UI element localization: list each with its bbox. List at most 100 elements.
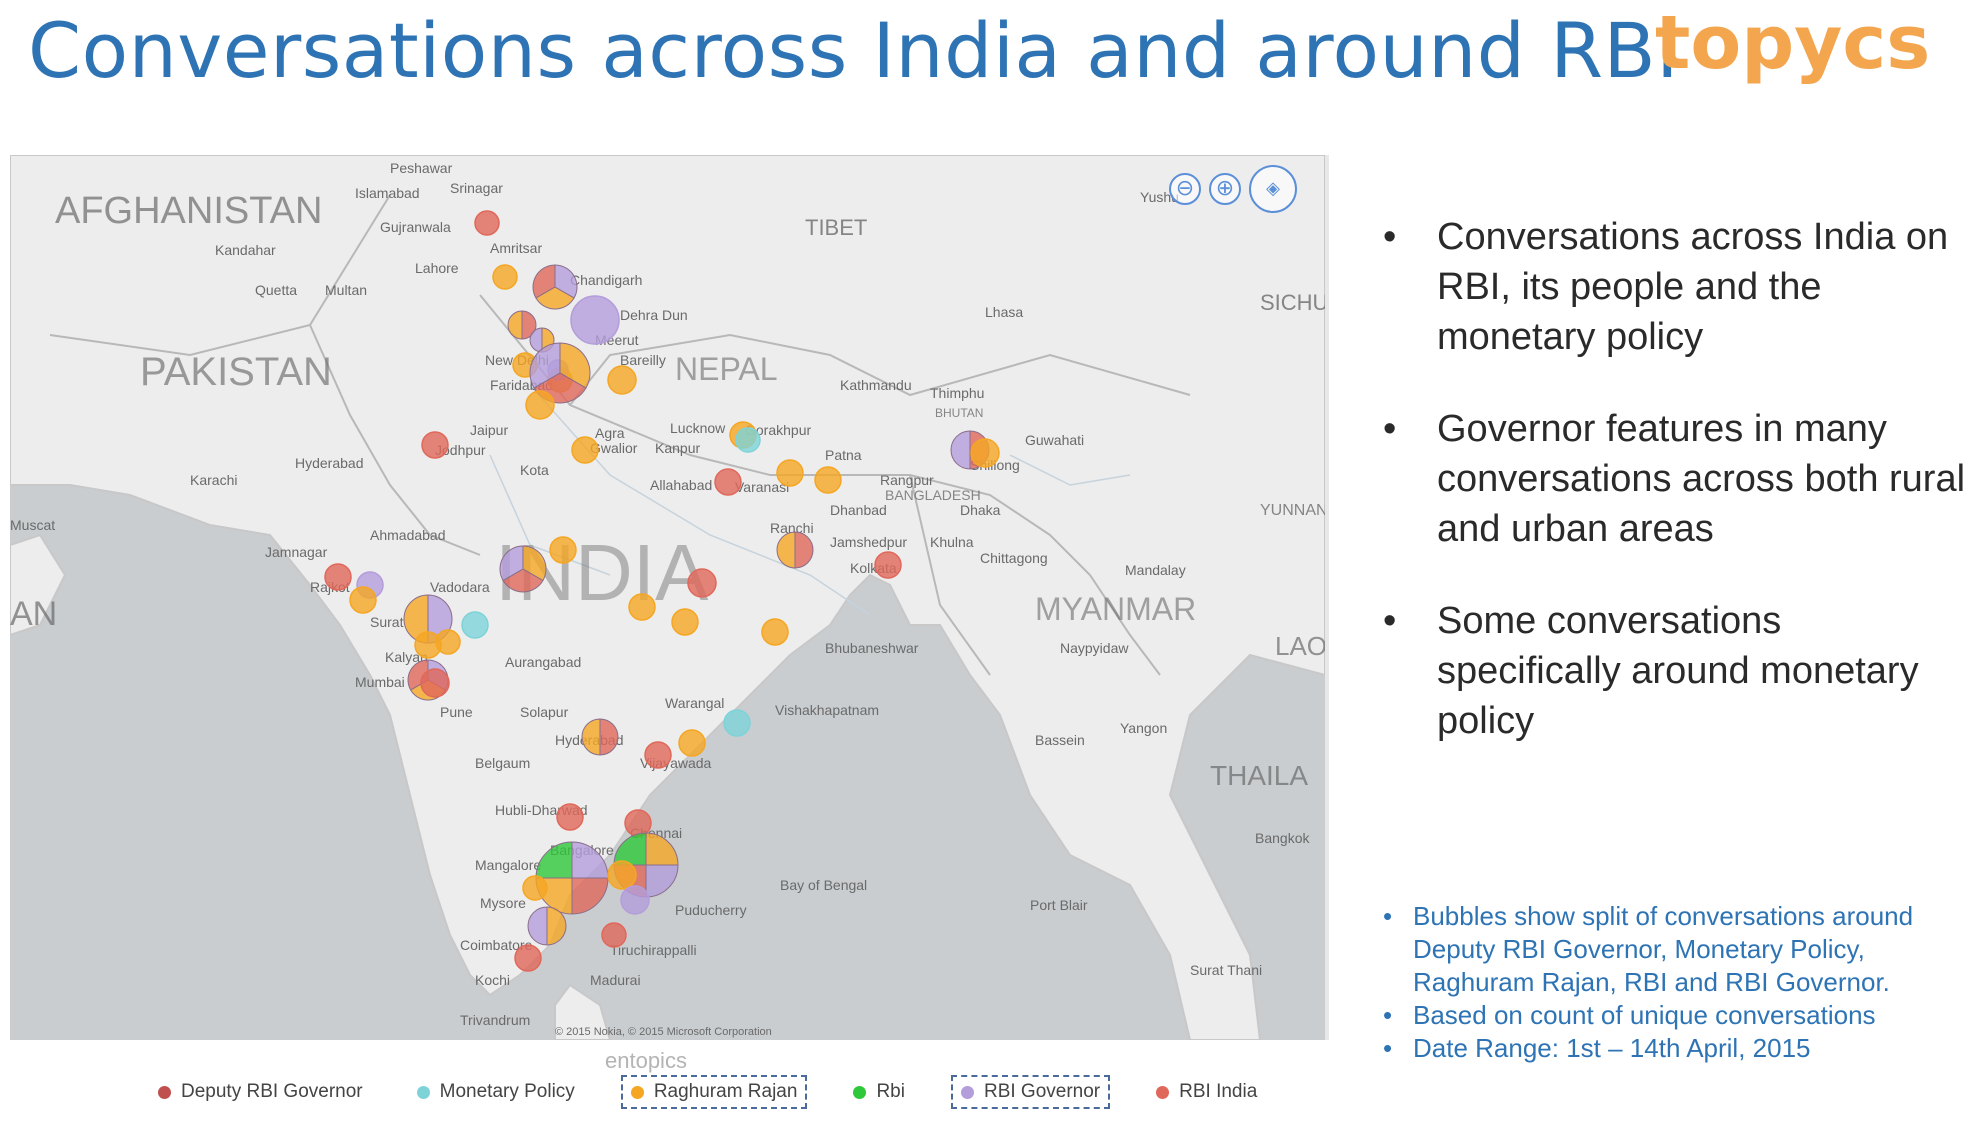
legend-dot-icon (960, 1085, 974, 1099)
conversation-bubble[interactable] (549, 536, 577, 564)
city-label: Chittagong (980, 550, 1048, 566)
conversation-bubble[interactable] (435, 629, 461, 655)
conversation-bubble[interactable] (607, 860, 637, 890)
city-label: Dhanbad (830, 502, 887, 518)
conversation-bubble[interactable] (607, 365, 637, 395)
city-label: Jamnagar (265, 544, 328, 560)
note-item: • Date Range: 1st – 14th April, 2015 (1383, 1032, 1973, 1065)
legend-item[interactable]: Raghuram Rajan (620, 1075, 808, 1109)
conversation-bubble[interactable] (349, 586, 377, 614)
conversation-bubble[interactable] (874, 551, 902, 579)
legend-dot-icon (853, 1085, 867, 1099)
conversation-bubble[interactable] (776, 459, 804, 487)
conversation-bubble[interactable] (571, 436, 599, 464)
conversation-bubble[interactable] (723, 709, 751, 737)
pan-icon[interactable]: ◈ (1249, 165, 1297, 213)
map-canvas[interactable]: AFGHANISTANPAKISTANINDIANEPALTIBETMYANMA… (10, 155, 1325, 1040)
conversation-bubble[interactable] (324, 563, 352, 591)
bullet-icon: • (1383, 600, 1397, 642)
land-arabia (10, 533, 67, 637)
bullet-item: • Conversations across India on RBI, its … (1383, 212, 1973, 362)
legend-item[interactable]: Deputy RBI Governor (150, 1077, 371, 1107)
conversation-bubble[interactable] (522, 875, 548, 901)
city-label: Lhasa (985, 304, 1023, 320)
bullet-text: Governor features in many conversations … (1437, 408, 1966, 550)
conversation-bubble[interactable] (474, 210, 500, 236)
legend-dot-icon (416, 1085, 430, 1099)
conversation-bubble[interactable] (624, 809, 652, 837)
legend-item[interactable]: Monetary Policy (409, 1077, 583, 1107)
conversation-bubble[interactable] (970, 438, 1000, 468)
conversation-bubble[interactable] (556, 803, 584, 831)
conversation-bubble[interactable] (535, 841, 609, 915)
legend-item[interactable]: RBI Governor (950, 1075, 1111, 1109)
conversation-bubble[interactable] (644, 741, 672, 769)
city-label: Mandalay (1125, 562, 1186, 578)
city-label: Kochi (475, 972, 510, 988)
conversation-bubble[interactable] (678, 729, 706, 757)
city-label: Ranchi (770, 520, 814, 536)
conversation-bubble[interactable] (514, 944, 542, 972)
conversation-bubble[interactable] (492, 264, 518, 290)
map-copyright: © 2015 Nokia, © 2015 Microsoft Corporati… (555, 1026, 772, 1038)
legend-label: RBI Governor (983, 1081, 1101, 1102)
city-label: Rangpur (880, 472, 934, 488)
zoom-in-icon[interactable]: ⊕ (1209, 173, 1241, 205)
conversation-bubble[interactable] (814, 466, 842, 494)
legend-panel (10, 1040, 1325, 1120)
conversation-bubble[interactable] (461, 611, 489, 639)
legend-item[interactable]: RBI India (1148, 1077, 1265, 1107)
city-label: Allahabad (650, 477, 712, 493)
bullet-icon: • (1383, 216, 1397, 258)
conversation-bubble[interactable] (525, 390, 555, 420)
city-label: Chandigarh (570, 272, 642, 288)
country-label: PAKISTAN (140, 350, 332, 394)
city-label: Karachi (190, 472, 237, 488)
city-label: Warangal (665, 695, 724, 711)
legend-label: Deputy RBI Governor (181, 1081, 363, 1102)
legend-item[interactable]: Rbi (845, 1077, 913, 1107)
city-label: Ahmadabad (370, 527, 446, 543)
city-label: Solapur (520, 704, 569, 720)
city-label: Mumbai (355, 674, 405, 690)
bullet-list: • Conversations across India on RBI, its … (1383, 212, 1973, 788)
legend-label: Monetary Policy (439, 1081, 575, 1102)
conversation-bubble[interactable] (532, 264, 578, 310)
conversation-bubble[interactable] (421, 431, 449, 459)
conversation-bubble[interactable] (529, 342, 591, 404)
bubble-map[interactable]: AFGHANISTAN PAKISTAN INDIA NEPAL TIBET MYANMA… (10, 155, 1329, 1040)
city-label: Gwalior (590, 440, 638, 456)
conversation-bubble[interactable] (420, 668, 450, 698)
city-label: Port Blair (1030, 897, 1088, 913)
conversation-bubble[interactable] (620, 885, 650, 915)
conversation-bubble[interactable] (529, 327, 555, 353)
city-label: Bay of Bengal (780, 877, 867, 893)
conversation-bubble[interactable] (776, 531, 814, 569)
legend-dot-icon (158, 1085, 171, 1099)
country-label: BANGLADESH (885, 487, 981, 503)
bullet-item: • Governor features in many conversations… (1383, 404, 1973, 554)
city-label: Pune (440, 704, 473, 720)
map-zoom-controls: ⊖ ⊕ ◈ (1169, 165, 1297, 213)
note-item: • Based on count of unique conversations (1383, 999, 1973, 1032)
conversation-bubble[interactable] (761, 618, 789, 646)
city-label: Dhaka (960, 502, 1001, 518)
conversation-bubble[interactable] (499, 545, 547, 593)
credit-text: entopics (605, 1048, 687, 1073)
conversation-bubble[interactable] (581, 718, 619, 756)
conversation-bubble[interactable] (570, 295, 620, 345)
conversation-bubble[interactable] (687, 568, 717, 598)
city-label: Madurai (590, 972, 641, 988)
conversation-bubble[interactable] (601, 922, 627, 948)
note-text: Date Range: 1st – 14th April, 2015 (1413, 1033, 1811, 1063)
conversation-bubble[interactable] (714, 468, 742, 496)
bullet-text: Conversations across India on RBI, its p… (1437, 216, 1949, 358)
city-label: Vishakhapatnam (775, 702, 879, 718)
conversation-bubble[interactable] (527, 906, 567, 946)
conversation-bubble[interactable] (735, 427, 761, 453)
conversation-bubble[interactable] (671, 608, 699, 636)
note-text: Bubbles show split of conversations arou… (1413, 901, 1914, 997)
city-label: Islamabad (355, 185, 420, 201)
zoom-out-icon[interactable]: ⊖ (1169, 173, 1201, 205)
conversation-bubble[interactable] (628, 593, 656, 621)
